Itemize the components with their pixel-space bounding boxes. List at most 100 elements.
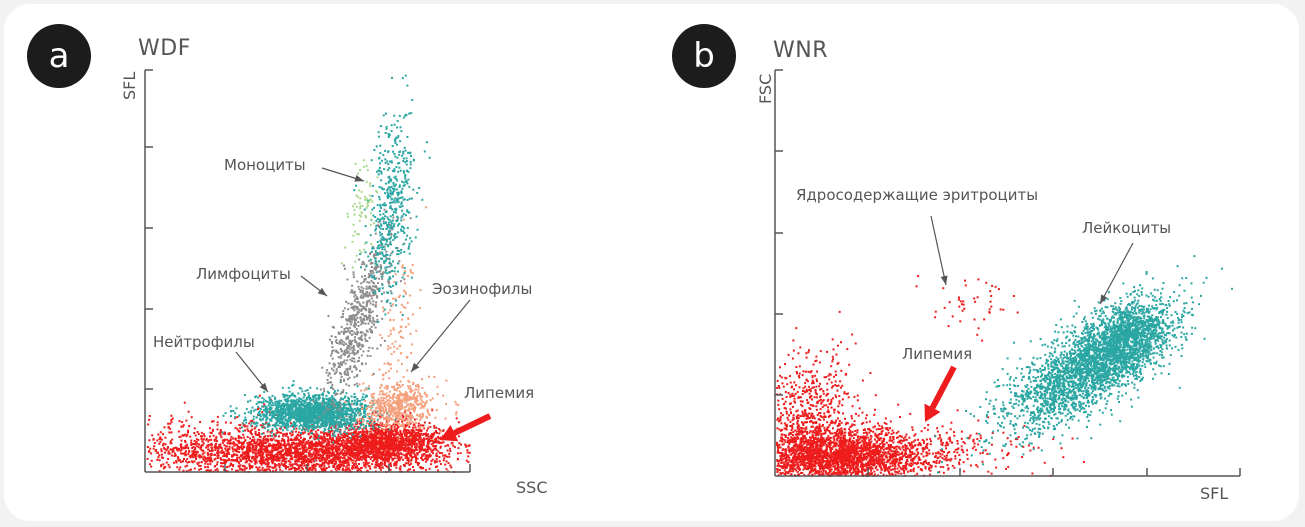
data-point <box>316 449 318 452</box>
data-point <box>265 448 268 451</box>
data-point <box>465 459 468 462</box>
data-point <box>185 419 188 422</box>
data-point <box>234 448 237 451</box>
data-point <box>339 464 342 467</box>
data-point <box>261 397 264 399</box>
data-point <box>284 433 287 436</box>
data-point <box>162 433 164 436</box>
data-point <box>301 466 304 469</box>
data-point <box>307 464 310 467</box>
data-point <box>338 452 341 455</box>
data-point <box>344 460 346 463</box>
data-point <box>230 454 233 457</box>
data-point <box>342 467 344 470</box>
data-point <box>174 454 177 457</box>
data-point <box>395 454 397 456</box>
data-point <box>397 455 400 458</box>
data-point <box>169 440 172 443</box>
data-point <box>274 463 276 466</box>
data-point <box>415 457 417 460</box>
data-point <box>417 463 420 466</box>
data-point <box>422 443 425 446</box>
data-point <box>357 444 360 447</box>
data-point <box>320 435 323 438</box>
data-point <box>427 445 430 448</box>
data-point <box>437 469 440 472</box>
data-point <box>266 465 269 468</box>
data-point <box>286 443 289 446</box>
data-point <box>306 389 309 391</box>
data-point <box>179 466 182 469</box>
data-point <box>246 447 248 450</box>
data-point <box>432 434 435 437</box>
data-point <box>324 468 327 471</box>
data-point <box>244 456 246 459</box>
data-point <box>424 434 427 437</box>
data-point <box>409 454 411 456</box>
data-point <box>261 440 264 443</box>
data-point <box>182 434 185 437</box>
data-point <box>387 451 390 454</box>
data-point <box>159 431 162 434</box>
data-point <box>235 449 238 451</box>
data-point <box>467 445 470 447</box>
data-point <box>421 434 424 436</box>
data-point <box>266 456 269 459</box>
data-point <box>311 469 314 472</box>
data-point <box>256 469 259 472</box>
data-point <box>281 460 284 462</box>
data-point <box>274 416 277 419</box>
data-point <box>226 450 229 453</box>
data-point <box>405 436 408 439</box>
data-point <box>280 446 283 449</box>
data-point <box>202 438 205 441</box>
data-point <box>261 457 264 460</box>
data-point <box>278 435 280 438</box>
data-point <box>425 456 428 459</box>
data-point <box>407 457 410 460</box>
data-point <box>402 430 405 433</box>
data-point <box>357 449 360 452</box>
data-point <box>416 434 419 437</box>
data-point <box>311 444 314 447</box>
data-point <box>321 436 324 439</box>
data-point <box>236 454 239 457</box>
data-point <box>250 460 253 463</box>
data-point <box>157 433 160 436</box>
data-point <box>200 435 203 438</box>
data-point <box>268 443 271 445</box>
data-point <box>149 447 152 450</box>
data-point <box>356 452 358 455</box>
data-point <box>294 450 296 453</box>
data-point <box>224 459 227 462</box>
data-point <box>310 458 312 461</box>
data-point <box>303 448 306 451</box>
data-point <box>222 458 225 461</box>
data-point <box>302 455 305 458</box>
data-point <box>321 446 324 449</box>
data-point <box>243 468 246 471</box>
data-point <box>330 426 332 429</box>
data-point <box>336 443 339 446</box>
data-point <box>434 438 437 441</box>
data-point <box>259 469 262 472</box>
data-point <box>283 452 286 455</box>
data-point <box>375 458 377 461</box>
data-point <box>282 429 284 432</box>
data-point <box>228 442 231 445</box>
data-point <box>276 448 279 451</box>
data-point <box>220 431 223 434</box>
data-point <box>427 433 429 436</box>
data-point <box>164 436 167 439</box>
data-point <box>207 453 209 456</box>
data-point <box>270 449 273 452</box>
data-point <box>181 452 184 455</box>
data-point <box>248 467 251 470</box>
data-point <box>297 442 300 445</box>
data-point <box>237 439 240 442</box>
data-point <box>254 461 257 464</box>
data-point <box>376 464 379 466</box>
data-point <box>269 419 272 422</box>
data-point <box>313 444 315 447</box>
data-point <box>316 387 318 390</box>
